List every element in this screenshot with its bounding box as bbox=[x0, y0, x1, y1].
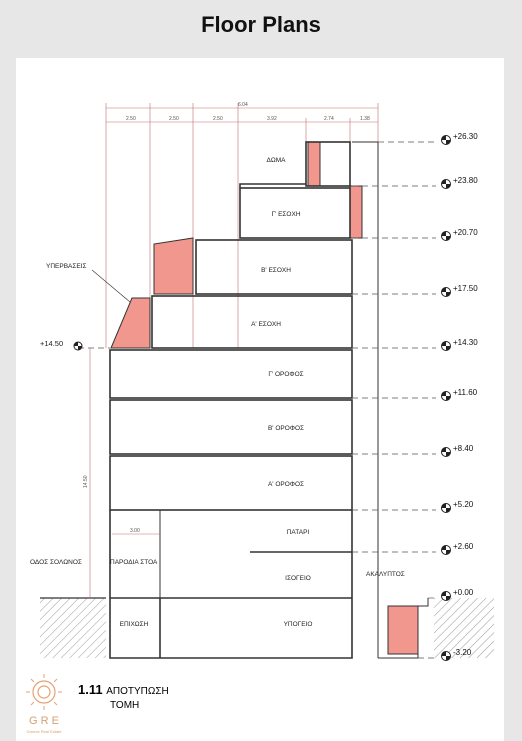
overhang-roof bbox=[307, 141, 321, 187]
label-b-orofos: Β' ΟΡΟΦΟΣ bbox=[268, 425, 304, 432]
elevation-label: +11.60 bbox=[453, 388, 478, 397]
elevation-marker-left bbox=[73, 341, 83, 351]
top-dimensions bbox=[105, 103, 379, 348]
label-a-esoxi: Α' ΕΣΟΧΗ bbox=[251, 321, 281, 328]
elevation-label: +26.30 bbox=[453, 132, 478, 141]
overhang-b bbox=[153, 237, 194, 295]
elevation-marker: -3.20 bbox=[441, 648, 472, 661]
floor-b-orofos bbox=[109, 399, 353, 455]
logo-sub: Greece Real Estate bbox=[27, 729, 63, 734]
label-isogeio: ΙΣΟΓΕΙΟ bbox=[285, 575, 311, 582]
other-labels: ΥΠΕΡΒΑΣΕΙΣ ΟΔΟΣ ΣΟΛΩΝΟΣ ΠΑΡΟΔΙΑ ΣΤΟΑ ΑΚΑ… bbox=[30, 263, 405, 578]
elevation-marker: +8.40 bbox=[441, 444, 474, 457]
dim-total: 6.04 bbox=[238, 102, 248, 108]
dim-top-2: 2.50 bbox=[169, 116, 179, 122]
caption-number: 1.11 bbox=[78, 682, 103, 697]
label-yard: ΑΚΑΛΥΠΤΟΣ bbox=[366, 571, 405, 578]
section-drawing: 2.50 2.50 2.50 3.92 2.74 1.38 6.04 bbox=[30, 102, 494, 661]
elevation-marker: +26.30 bbox=[441, 132, 478, 145]
label-overhangs: ΥΠΕΡΒΑΣΕΙΣ bbox=[46, 263, 87, 270]
building bbox=[109, 141, 429, 659]
floor-b-esoxi bbox=[195, 239, 353, 295]
doma-box bbox=[305, 141, 351, 187]
elevation-label: -3.20 bbox=[453, 648, 472, 657]
elevation-marker: +5.20 bbox=[441, 500, 474, 513]
yard-red bbox=[387, 605, 419, 655]
logo-text: G R E bbox=[29, 715, 59, 727]
elevation-marker: +0.00 bbox=[441, 588, 474, 601]
elevation-marker: +14.30 bbox=[441, 338, 478, 351]
left-elevation: +14.50 bbox=[40, 339, 63, 348]
drawing-sheet: 2.50 2.50 2.50 3.92 2.74 1.38 6.04 bbox=[16, 58, 504, 741]
elevation-lines bbox=[78, 141, 436, 659]
label-patari: ΠΑΤΑΡΙ bbox=[287, 529, 310, 536]
label-doma: ΔΩΜΑ bbox=[267, 157, 287, 164]
top-dim-text: 2.50 2.50 2.50 3.92 2.74 1.38 6.04 bbox=[126, 102, 370, 122]
floor-g-orofos bbox=[109, 349, 353, 399]
floor-g-esoxi bbox=[239, 187, 351, 239]
label-arcade: ΠΑΡΟΔΙΑ ΣΤΟΑ bbox=[110, 559, 158, 566]
overhang-leader bbox=[91, 269, 131, 303]
elevation-markers: +26.30 +23.80 +20.70 +17.50 +14.30 +11.60 +8.4… bbox=[73, 132, 478, 661]
page-title: Floor Plans bbox=[201, 12, 321, 37]
elevation-marker: +23.80 bbox=[441, 176, 478, 189]
elevation-label: +5.20 bbox=[453, 500, 474, 509]
elevation-marker: +17.50 bbox=[441, 284, 478, 297]
elevation-label: +17.50 bbox=[453, 284, 478, 293]
dim-top-6: 1.38 bbox=[360, 116, 370, 122]
ground-hatch-left bbox=[40, 598, 106, 658]
elevation-label: +14.30 bbox=[453, 338, 478, 347]
overhang-c bbox=[349, 185, 363, 239]
label-b-esoxi: Β' ΕΣΟΧΗ bbox=[261, 267, 291, 274]
overhang-areas bbox=[110, 141, 419, 655]
elevation-marker: +11.60 bbox=[441, 388, 478, 401]
label-ypogeio: ΥΠΟΓΕΙΟ bbox=[284, 621, 313, 628]
dim-arcade: 3.00 bbox=[130, 528, 140, 534]
label-a-orofos: Α' ΟΡΟΦΟΣ bbox=[268, 481, 304, 488]
lower-structure bbox=[109, 510, 353, 659]
gre-logo: G R E Greece Real Estate bbox=[26, 674, 63, 734]
elevation-label: +23.80 bbox=[453, 176, 478, 185]
elevation-label: +20.70 bbox=[453, 228, 478, 237]
caption: 1.11 ΑΠΟΤΥΠΩΣΗ bbox=[78, 682, 169, 697]
elevation-label: +0.00 bbox=[453, 588, 474, 597]
ground-hatch-right bbox=[434, 598, 494, 658]
elevation-label: +8.40 bbox=[453, 444, 474, 453]
dim-top-4: 3.92 bbox=[267, 116, 277, 122]
yard-wall bbox=[378, 598, 429, 659]
caption-line1: ΑΠΟΤΥΠΩΣΗ bbox=[106, 686, 169, 697]
dim-top-1: 2.50 bbox=[126, 116, 136, 122]
dim-top-3: 2.50 bbox=[213, 116, 223, 122]
elevation-marker: +2.60 bbox=[441, 542, 474, 555]
elevation-label: +2.60 bbox=[453, 542, 474, 551]
caption-line2: ΤΟΜΗ bbox=[110, 700, 140, 711]
floor-a-orofos bbox=[109, 455, 353, 511]
roof-room bbox=[239, 183, 306, 188]
elevation-marker: +20.70 bbox=[441, 228, 478, 241]
dim-top-5: 2.74 bbox=[324, 116, 334, 122]
floor-names: ΔΩΜΑ Γ' ΕΣΟΧΗ Β' ΕΣΟΧΗ Α' ΕΣΟΧΗ Γ' ΟΡΟΦΟ… bbox=[120, 157, 313, 628]
floor-a-esoxi bbox=[151, 295, 353, 349]
label-street: ΟΔΟΣ ΣΟΛΩΝΟΣ bbox=[30, 559, 82, 566]
label-g-esoxi: Γ' ΕΣΟΧΗ bbox=[271, 211, 300, 218]
overhang-a bbox=[110, 297, 151, 349]
label-g-orofos: Γ' ΟΡΟΦΟΣ bbox=[268, 371, 303, 378]
label-epixosi: ΕΠΙΧΩΣΗ bbox=[120, 621, 149, 628]
dim-height-left: 14.50 bbox=[83, 475, 89, 488]
